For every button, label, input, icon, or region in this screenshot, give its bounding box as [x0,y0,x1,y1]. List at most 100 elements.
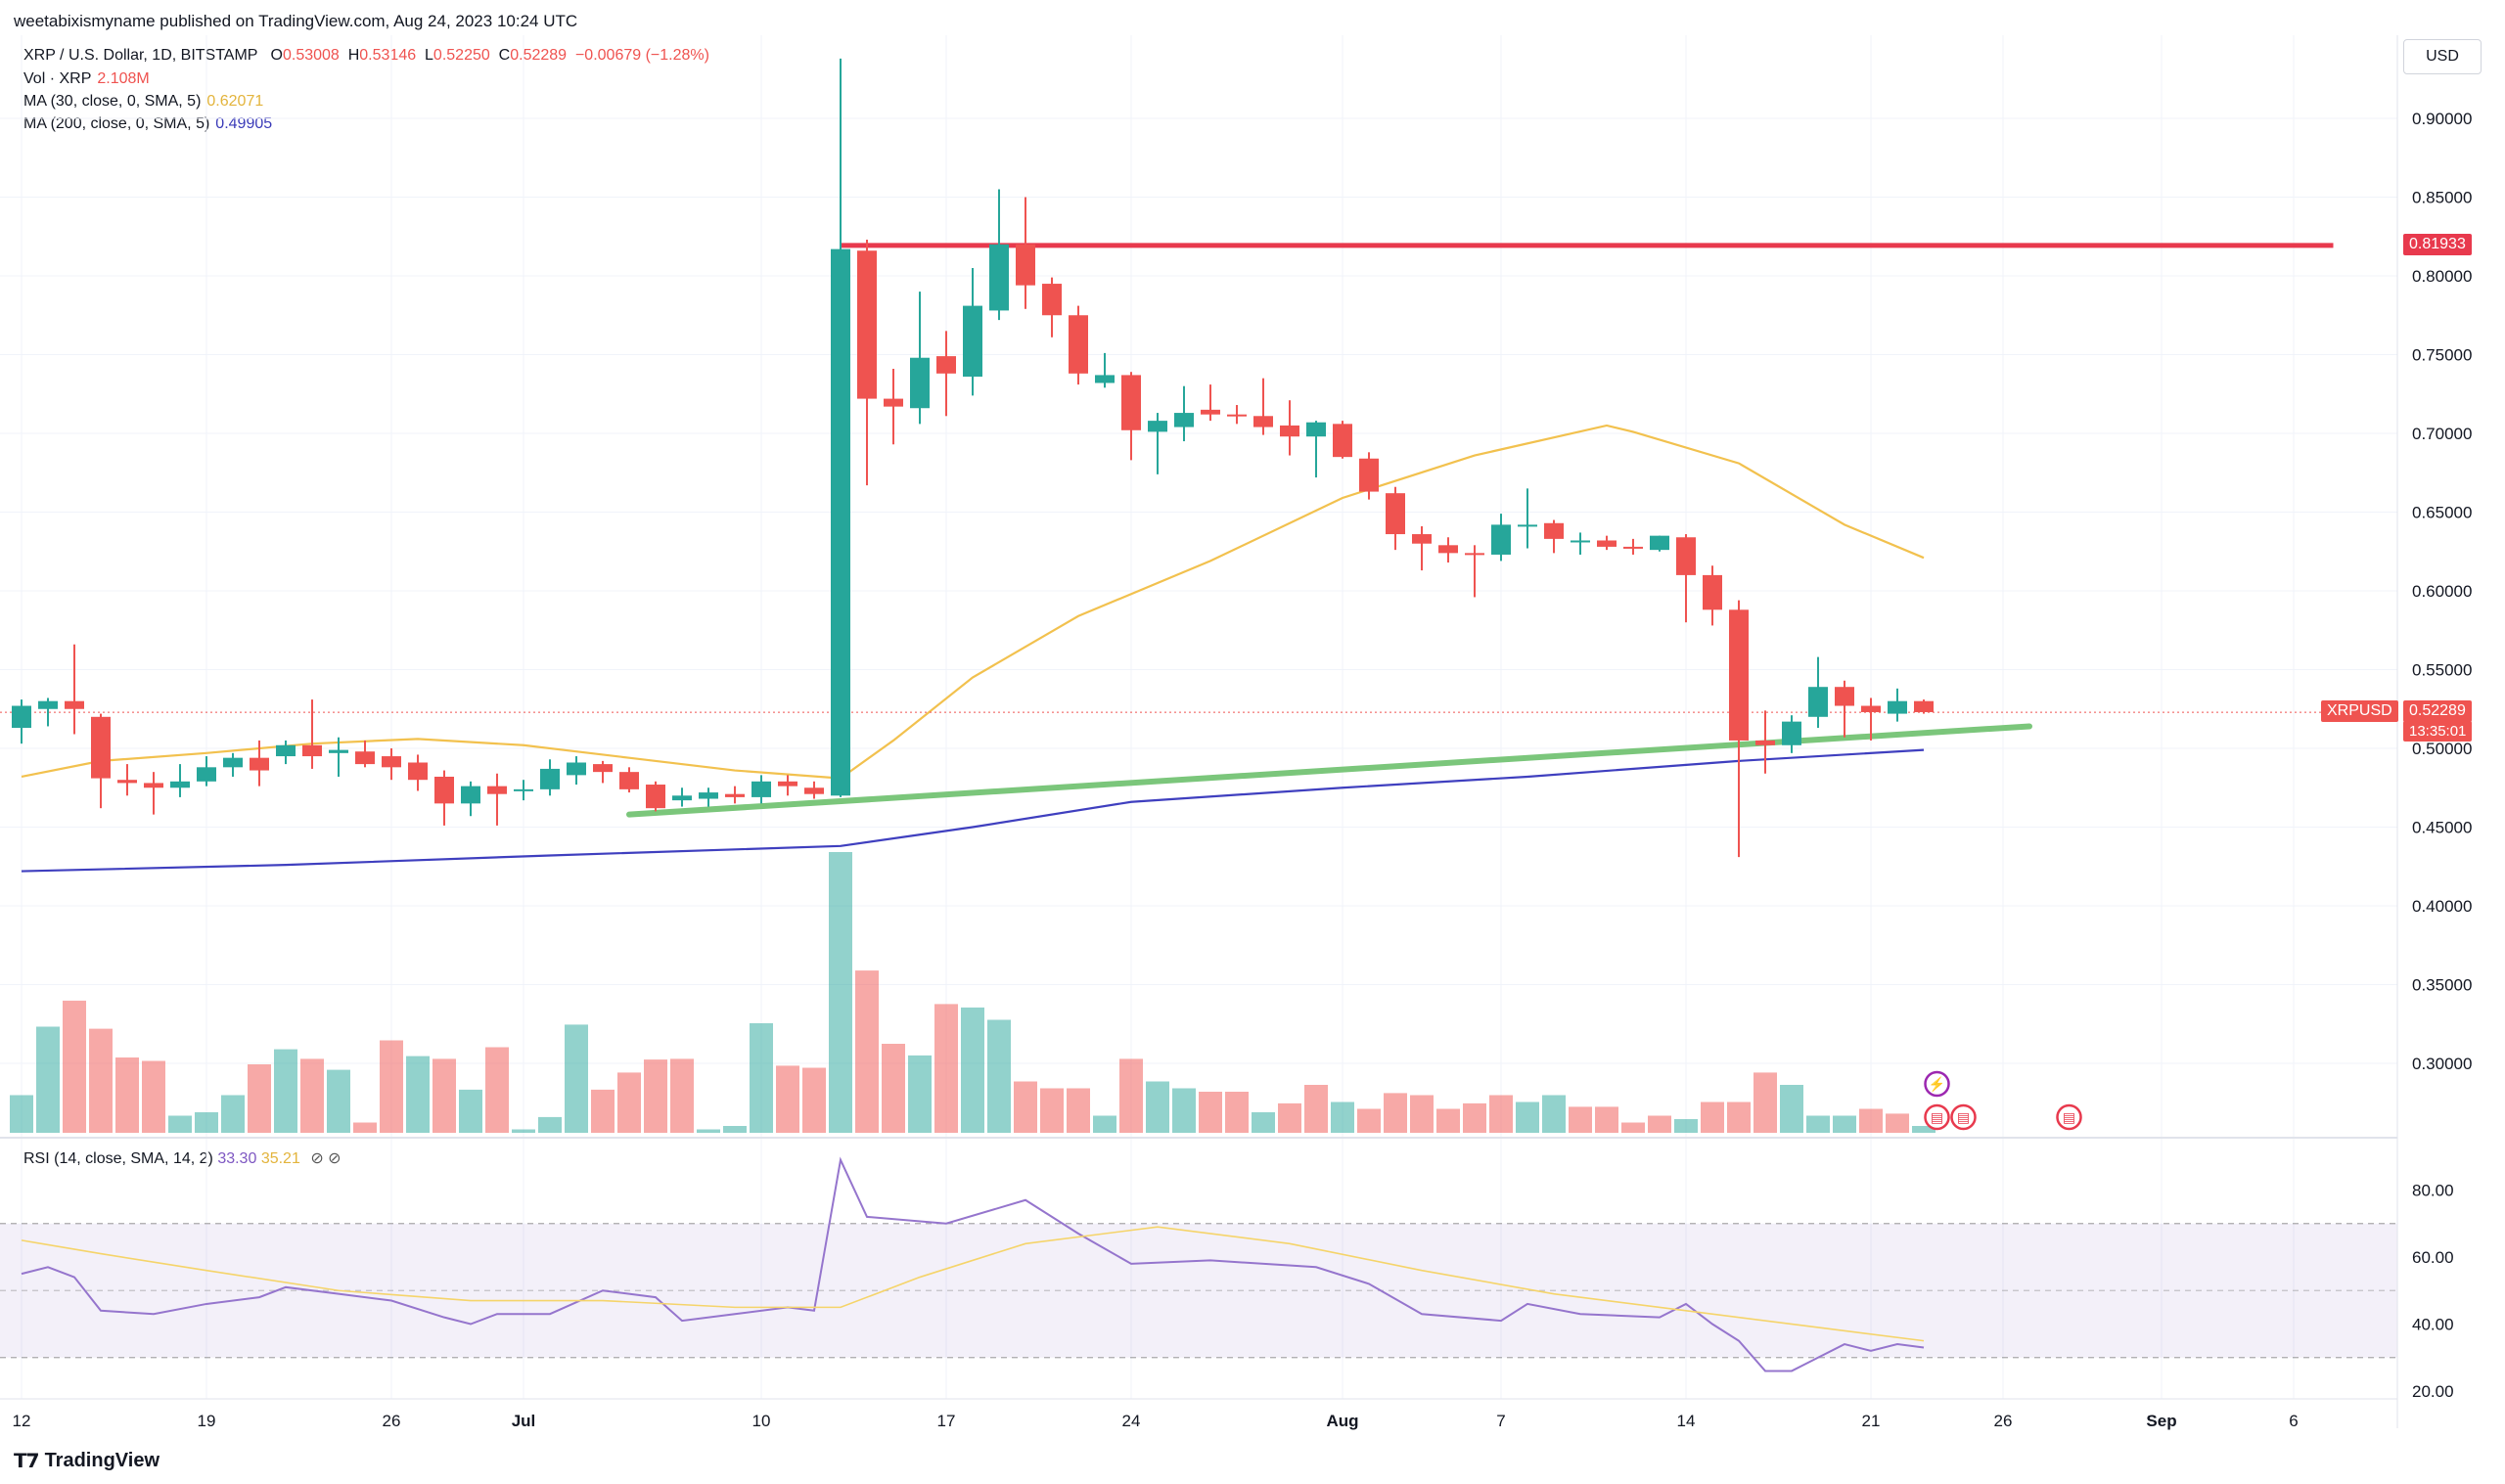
candle [567,756,586,786]
us-flag-event-icon[interactable] [1950,1103,1977,1131]
candle-body [91,716,111,779]
us-flag-event-icon[interactable] [1924,1103,1950,1131]
candle-body [117,780,137,784]
volume-bar [115,1057,139,1133]
candle-body [170,781,190,788]
candle [857,239,877,486]
candle [1835,680,1854,738]
candle-body [1650,535,1669,551]
candle [38,697,58,727]
rsi-ma-value: 35.21 [260,1150,300,1167]
candle-body [1861,705,1881,712]
candle-body [540,768,560,789]
volume-bar [1621,1122,1645,1133]
volume-bar [1384,1093,1407,1133]
candle-body [1069,315,1088,374]
candle-body [1835,687,1854,706]
volume-bar [855,970,879,1133]
volume-bar [1806,1115,1830,1133]
ma30-value: 0.62071 [206,93,264,110]
rsi-value: 33.30 [217,1150,257,1167]
volume-bar [829,852,852,1133]
candle [989,189,1009,321]
volume-bar [1701,1102,1724,1133]
candle [1412,525,1432,571]
candle-body [38,700,58,709]
rsi-background-band [0,1223,2397,1358]
low-label: L [425,47,433,64]
candle-body [461,786,480,804]
volume-bar [10,1095,33,1133]
time-tick-label: 7 [1496,1412,1505,1430]
candle [197,756,216,787]
settings-icon[interactable]: ⊘ [328,1150,342,1167]
price-tick-label: 0.45000 [2412,819,2472,837]
candle-body [1491,524,1511,555]
time-tick-label: 24 [1122,1412,1141,1430]
price-tick-label: 0.55000 [2412,661,2472,680]
time-tick-label: Aug [1326,1412,1358,1430]
ma200-label: MA (200, close, 0, SMA, 5) [23,115,210,132]
candle-body [989,244,1009,311]
last-price-tag: 0.52289 [2403,700,2472,722]
candle [1676,534,1696,623]
volume-bar [1119,1058,1143,1133]
candle-body [1703,574,1722,610]
price-tick-label: 0.85000 [2412,189,2472,207]
time-tick-label: 26 [383,1412,401,1430]
candle-body [1095,375,1115,383]
candle [1808,656,1828,729]
ma200-value: 0.49905 [215,115,273,132]
symbol-price-tag: XRPUSD [2321,700,2398,722]
candle [1148,413,1167,474]
candle [1121,372,1141,461]
candle [1465,545,1484,598]
volume-bar [1410,1095,1434,1133]
volume-bar [538,1116,562,1133]
currency-button[interactable]: USD [2403,39,2482,74]
candle [1782,715,1801,753]
volume-bar [1886,1113,1909,1133]
rsi-tick-label: 20.00 [2412,1382,2454,1401]
us-flag-event-icon-glyph: ▤ [1931,1109,1943,1125]
volume-bar [274,1049,297,1133]
candle [1386,486,1405,551]
candle [1491,514,1511,562]
candle-body [1729,609,1749,741]
symbol-legend: XRP / U.S. Dollar, 1D, BITSTAMP O0.53008… [23,47,709,65]
candle-body [1438,545,1458,554]
volume-bar [300,1058,324,1133]
price-tick-label: 0.90000 [2412,110,2472,128]
volume-bar [1674,1119,1698,1133]
candle [1280,400,1299,456]
candle [1438,537,1458,563]
candle [250,740,269,787]
time-tick-label: 26 [1994,1412,2013,1430]
volume-bar [512,1129,535,1133]
time-tick-label: 12 [13,1412,31,1430]
ma200-legend: MA (200, close, 0, SMA, 5) 0.49905 [23,115,272,133]
time-tick-label: 21 [1862,1412,1881,1430]
footer-brand: TradingView [44,1450,160,1471]
volume-bar [934,1004,958,1133]
candle [699,787,718,807]
candle [1597,535,1617,551]
earnings-event-icon[interactable] [1924,1070,1950,1098]
volume-bar [565,1024,588,1133]
candle [778,775,797,796]
candle [1069,305,1088,385]
volume-legend: Vol · XRP 2.108M [23,70,150,88]
us-flag-event-icon[interactable] [2056,1103,2082,1131]
time-tick-label: 17 [937,1412,956,1430]
candle-body [329,749,348,753]
tradingview-footer[interactable]: 𝗧𝟳 TradingView [14,1449,159,1473]
volume-bar [1859,1108,1883,1133]
candle-body [487,786,507,794]
candle [646,781,665,812]
price-tick-label: 0.50000 [2412,740,2472,758]
candle [1227,405,1247,425]
rsi-tick-label: 80.00 [2412,1182,2454,1200]
candle-body [1016,244,1035,286]
hide-icon[interactable]: ⊘ [310,1150,324,1167]
